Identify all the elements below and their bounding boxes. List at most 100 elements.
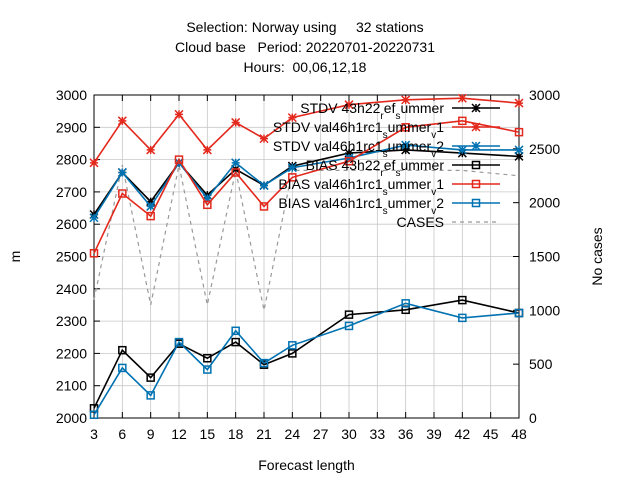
series-1 (89, 93, 524, 168)
y2-tick-label: 1500 (529, 249, 560, 265)
data-point (259, 134, 269, 144)
data-point (514, 98, 524, 108)
series-3 (89, 295, 524, 413)
data-point (344, 321, 354, 331)
data-point (471, 160, 481, 170)
data-point (89, 158, 99, 168)
data-point (89, 410, 99, 420)
data-point (231, 158, 241, 168)
legend-label: CASES (397, 214, 444, 230)
data-point (231, 337, 240, 347)
data-point (471, 141, 481, 151)
y2-tick-label: 500 (529, 356, 553, 372)
legend-entry: BIAS val46h1rc1summerv1 (278, 176, 500, 198)
y2-tick-label: 3000 (529, 87, 560, 103)
x-tick-label: 18 (228, 426, 244, 442)
data-point (288, 349, 297, 358)
data-series (89, 93, 524, 420)
series-line (93, 149, 520, 215)
x-axis-label: Forecast length (258, 457, 355, 473)
legend-label: BIAS 43h22refsummer (306, 157, 445, 179)
y-tick-label: 2500 (56, 249, 87, 265)
title-line: Hours: 00,06,12,18 (244, 59, 367, 75)
data-point (344, 310, 354, 319)
data-point (202, 193, 212, 203)
y-tick-label: 2400 (56, 281, 87, 297)
y-tick-label: 2200 (56, 345, 87, 361)
data-point (231, 168, 240, 177)
data-point (344, 100, 354, 110)
x-tick-label: 12 (171, 426, 187, 442)
data-point (288, 341, 297, 350)
y-tick-label: 2800 (56, 152, 87, 168)
data-point (458, 116, 467, 126)
data-point (118, 363, 127, 373)
data-point (146, 373, 155, 382)
data-point (471, 122, 481, 132)
series-line (93, 97, 520, 164)
y2-tick-label: 1000 (529, 302, 560, 318)
series-6 (93, 164, 520, 311)
data-point (458, 295, 467, 305)
data-point (118, 189, 127, 198)
y-tick-label: 2900 (56, 119, 87, 135)
x-tick-label: 39 (426, 426, 442, 442)
data-point (471, 179, 481, 189)
data-point (288, 173, 297, 182)
legend-label: STDV val46h1rc1summerv1 (273, 119, 444, 141)
data-point (514, 145, 524, 155)
data-point (146, 201, 156, 211)
data-point (287, 113, 297, 123)
data-point (471, 198, 481, 208)
legend-entry: STDV val46h1rc1summerv2 (273, 138, 500, 160)
axis-ticks: 3 6 9 12 15 18 21 24 27 30 33 36 39 42 45 4820002100220… (56, 87, 561, 442)
title-line: Selection: Norway using 32 stations (186, 19, 423, 35)
y-tick-label: 2700 (56, 184, 87, 200)
x-tick-label: 42 (455, 426, 471, 442)
data-point (203, 200, 212, 210)
series-4 (89, 116, 524, 258)
legend-entry: STDV 43h22refsummer (300, 100, 500, 122)
y2-tick-label: 2500 (529, 141, 560, 157)
x-tick-label: 15 (200, 426, 216, 442)
data-point (401, 145, 411, 155)
legend-label: BIAS val46h1rc1summerv2 (278, 195, 444, 217)
data-point (344, 148, 354, 158)
data-point (174, 155, 184, 164)
x-tick-label: 3 (90, 426, 98, 442)
data-point (458, 313, 467, 323)
data-point (514, 127, 524, 137)
data-point (514, 308, 524, 318)
x-tick-label: 33 (370, 426, 386, 442)
data-point (231, 326, 240, 336)
data-point (174, 109, 184, 119)
data-point (401, 123, 410, 132)
data-point (89, 213, 99, 223)
data-point (259, 180, 269, 190)
data-point (89, 249, 99, 258)
series-line (93, 144, 519, 219)
y2-axis-label: No cases (589, 227, 605, 285)
data-point (287, 163, 297, 173)
y-axis-label: m (7, 251, 23, 263)
data-point (118, 345, 127, 355)
title-line: Cloud base Period: 20220701-20220731 (175, 39, 435, 55)
y2-tick-label: 0 (529, 410, 537, 426)
data-point (471, 103, 481, 113)
y2-tick-label: 2000 (529, 195, 560, 211)
x-tick-label: 9 (147, 426, 155, 442)
x-tick-label: 30 (341, 426, 357, 442)
data-point (457, 145, 467, 155)
legend-label: STDV 43h22refsummer (300, 100, 444, 122)
legend-label: BIAS val46h1rc1summerv1 (278, 176, 444, 198)
data-point (514, 151, 524, 161)
series-line (93, 299, 520, 409)
data-point (174, 337, 184, 347)
data-point (202, 145, 212, 155)
data-point (259, 358, 269, 368)
data-point (203, 353, 212, 363)
y-tick-label: 3000 (56, 87, 87, 103)
x-tick-label: 48 (511, 426, 527, 442)
data-point (146, 391, 155, 400)
